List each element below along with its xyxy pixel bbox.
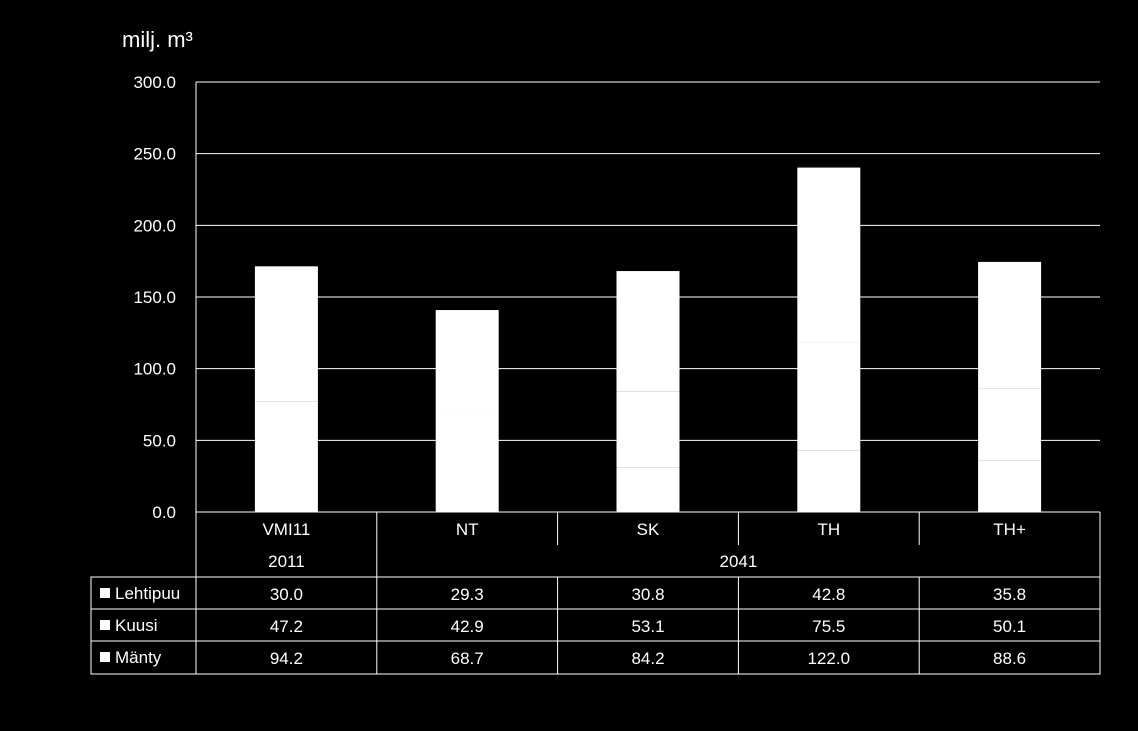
legend-key-mänty [100,652,110,662]
bar-segment-kuusi [616,391,680,468]
bar-segment-lehtipuu [978,460,1042,512]
x-category-label: SK [637,520,660,539]
bar-segment-lehtipuu [435,470,499,512]
series-name-label: Mänty [115,648,162,667]
x-category-label: VMI11 [262,520,310,539]
bar-segment-kuusi [978,388,1042,461]
bar-segment-mänty [254,266,318,402]
data-table-value: 42.9 [451,617,484,636]
data-table-value: 30.8 [631,585,664,604]
bar-segment-mänty [797,167,861,343]
bar-segment-mänty [978,261,1042,389]
x-category-label: TH+ [993,520,1026,539]
y-tick-label: 0.0 [152,503,176,522]
data-table-value: 35.8 [993,585,1026,604]
data-table-value: 42.8 [812,585,845,604]
data-table-value: 50.1 [993,617,1026,636]
bar-segment-lehtipuu [254,469,318,512]
data-table-value: 88.6 [993,649,1026,668]
data-table-value: 53.1 [631,617,664,636]
bar-segment-kuusi [797,342,861,451]
legend-key-kuusi [100,620,110,630]
table-row [90,608,1101,642]
data-table-value: 68.7 [451,649,484,668]
series-name-label: Lehtipuu [115,584,180,603]
x-category-label: TH [817,520,840,539]
data-table-value: 29.3 [451,585,484,604]
data-table-value: 75.5 [812,617,845,636]
bar-segment-lehtipuu [616,467,680,512]
y-axis-unit-label: milj. m³ [122,27,193,52]
y-tick-label: 300.0 [133,73,176,92]
table-row [90,640,1101,675]
data-table-value: 122.0 [808,649,851,668]
data-table-value: 47.2 [270,617,303,636]
bar-segment-kuusi [254,401,318,469]
legend-key-lehtipuu [100,588,110,598]
bar-segment-mänty [435,310,499,409]
table-row [90,576,1101,610]
group-label: 2041 [719,552,757,571]
series-name-label: Kuusi [115,616,158,635]
y-tick-label: 150.0 [133,288,176,307]
y-tick-label: 50.0 [143,431,176,450]
data-table-value: 94.2 [270,649,303,668]
data-table-value: 30.0 [270,585,303,604]
group-label: 2011 [268,552,305,571]
data-table-value: 84.2 [631,649,664,668]
y-tick-label: 250.0 [133,145,176,164]
y-tick-label: 200.0 [133,216,176,235]
bar-segment-lehtipuu [797,450,861,512]
bar-segment-kuusi [435,408,499,471]
y-tick-label: 100.0 [133,360,176,379]
bar-segment-mänty [616,271,680,392]
x-category-label: NT [456,520,479,539]
